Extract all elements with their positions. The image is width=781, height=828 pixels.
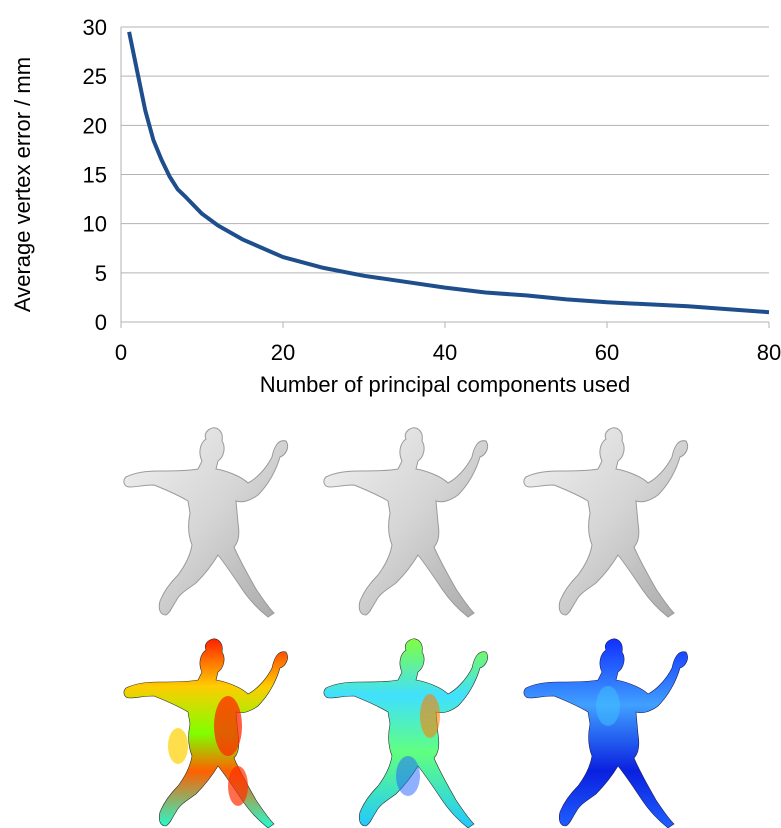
gridlines [121, 26, 769, 323]
y-tick-label: 0 [95, 310, 107, 335]
x-axis-title: Number of principal components used [260, 372, 631, 397]
y-tick-label: 20 [83, 113, 107, 138]
x-tick-label: 40 [433, 340, 457, 365]
mesh-heatmap-3 [523, 638, 689, 828]
y-tick-label: 15 [83, 163, 107, 188]
axes [120, 27, 770, 328]
y-tick-label: 30 [83, 15, 107, 40]
y-tick-label: 10 [83, 212, 107, 237]
x-tick-label: 20 [271, 340, 295, 365]
x-tick-label: 60 [595, 340, 619, 365]
mesh-heatmap-1 [123, 638, 289, 828]
x-tick-labels: 0 20 40 60 80 [115, 340, 781, 365]
x-tick-label: 0 [115, 340, 127, 365]
line-chart: 0 5 10 15 20 25 30 0 20 40 60 80 Number of princip… [10, 15, 781, 397]
error-curve [127, 31, 770, 315]
y-tick-labels: 0 5 10 15 20 25 30 [83, 15, 107, 335]
y-tick-label: 25 [83, 64, 107, 89]
mesh-grey-1 [123, 427, 289, 618]
y-axis-title: Average vertex error / mm [10, 57, 35, 312]
y-tick-label: 5 [95, 261, 107, 286]
mesh-grey-2 [323, 427, 489, 618]
mesh-grey-3 [523, 427, 689, 618]
mesh-heatmap-2 [323, 638, 489, 828]
x-tick-label: 80 [757, 340, 781, 365]
